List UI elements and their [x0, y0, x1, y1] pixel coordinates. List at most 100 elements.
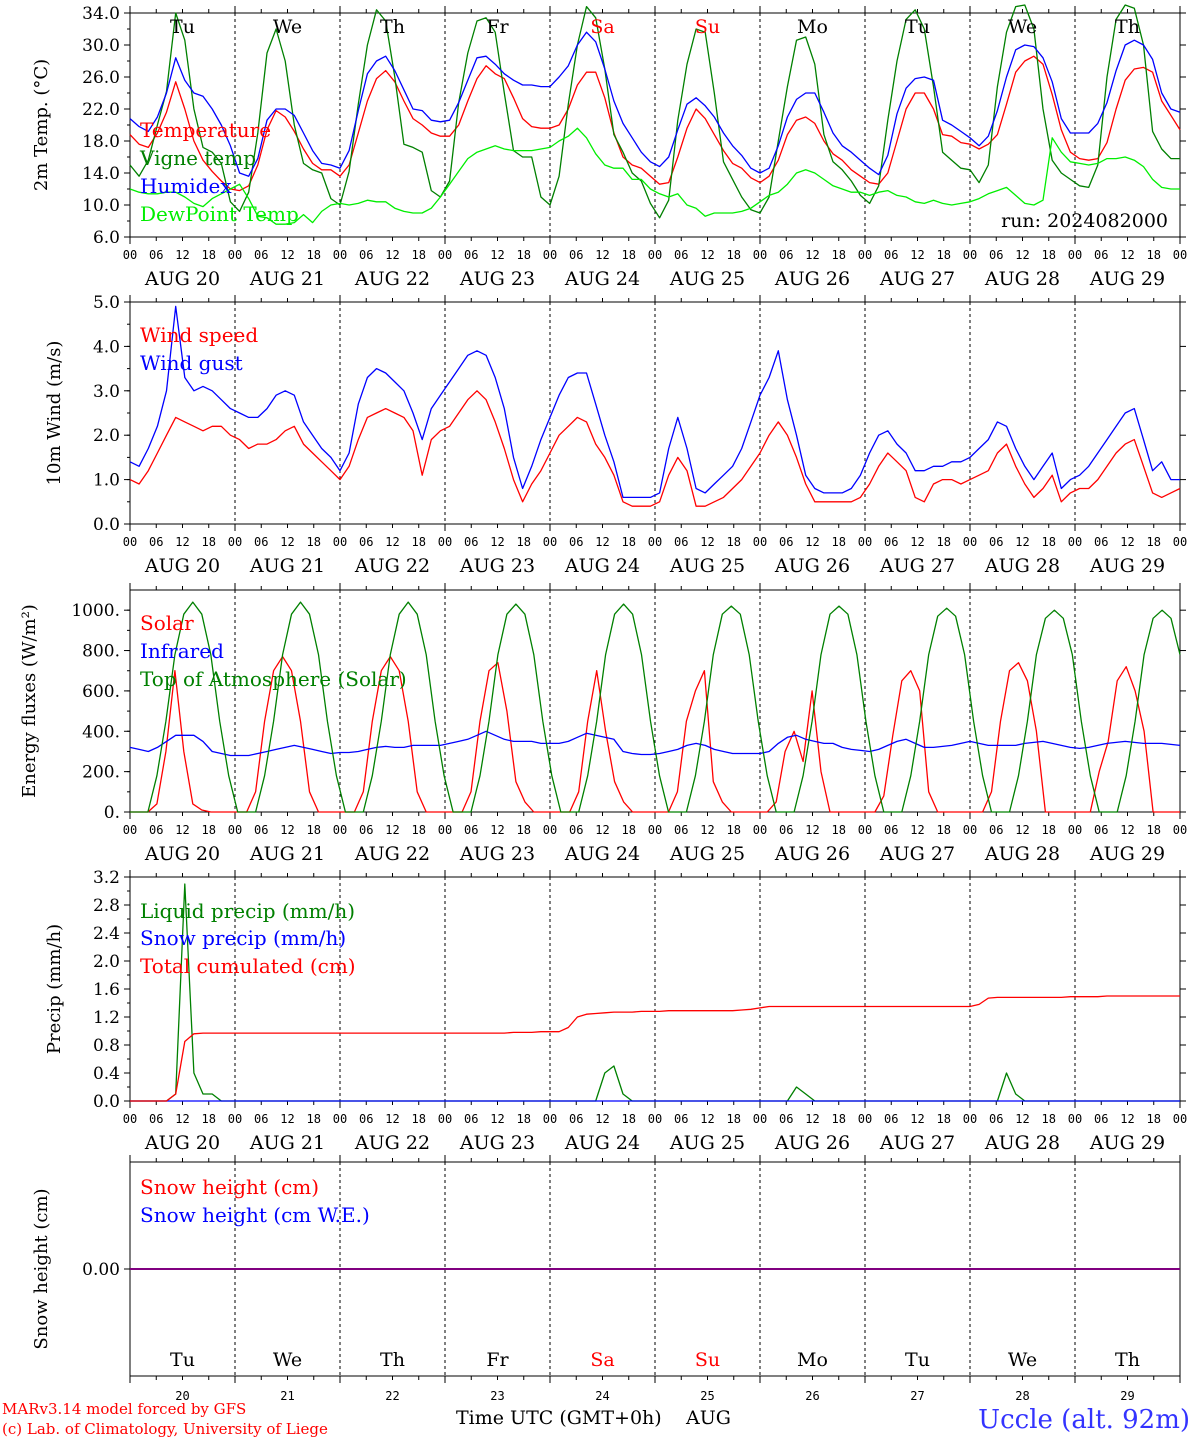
hour-tick-label: 18: [412, 1112, 426, 1126]
day-name-bottom: We: [273, 1349, 302, 1371]
series-line-solar: [130, 655, 1180, 813]
hour-tick-label: 12: [1120, 1112, 1134, 1126]
y-tick-label: 0.0: [93, 515, 120, 535]
hour-tick-label: 00: [858, 1112, 872, 1126]
y-tick-label: 34.0: [82, 4, 120, 24]
legend-entry: Wind gust: [140, 351, 243, 375]
snow-panel: 0.00 Snow height (cm) Snow height (cm) Snow…: [31, 1155, 1181, 1403]
hour-tick-label: 12: [385, 823, 399, 837]
hour-tick-label: 06: [674, 1112, 688, 1126]
y-tick-label: 2.0: [93, 952, 120, 972]
temp-panel: 6.0 10.0 14.0 18.0 22.0 26.0 30.0 34.0 2m Temp. …: [31, 4, 1187, 290]
hour-tick-label: 12: [490, 823, 504, 837]
hour-tick-label: 00: [228, 823, 242, 837]
series-line-humidex: [129, 31, 1181, 177]
date-label: AUG 23: [459, 268, 535, 290]
hour-tick-label: 06: [569, 535, 583, 549]
hour-tick-label: 12: [805, 535, 819, 549]
legend-entry: Temperature: [140, 118, 271, 142]
series-line-top-of-atmosphere-solar-: [130, 601, 1181, 813]
copyright-text: (c) Lab. of Climatology, University of L…: [2, 1420, 328, 1438]
hour-tick-label: 00: [648, 1112, 662, 1126]
hour-tick-label: 06: [989, 1112, 1003, 1126]
hour-tick-label: 00: [1173, 823, 1187, 837]
energy-panel: 0. 200. 400. 600. 800. 1000. Energy fluxes (W/…: [19, 583, 1187, 865]
series-line-dewpoint-temp: [129, 127, 1180, 225]
hour-tick-label: 00: [1173, 1112, 1187, 1126]
hour-tick-label: 06: [779, 248, 793, 262]
date-label: AUG 22: [354, 268, 430, 290]
series-line-temperature: [129, 55, 1181, 192]
hour-tick-label: 12: [1015, 1112, 1029, 1126]
y-tick-label: 1.6: [93, 980, 120, 1000]
date-label: AUG 23: [459, 555, 535, 577]
date-label: AUG 28: [984, 555, 1060, 577]
date-label: AUG 23: [459, 1132, 535, 1154]
day-name-top: Sa: [590, 16, 614, 38]
hour-tick-label: 18: [1147, 535, 1161, 549]
y-tick-label: 800.: [82, 642, 120, 662]
date-label: AUG 24: [564, 268, 640, 290]
hour-tick-label: 00: [648, 823, 662, 837]
hour-tick-label: 12: [280, 248, 294, 262]
hour-tick-label: 00: [543, 1112, 557, 1126]
date-label: AUG 25: [669, 268, 745, 290]
hour-tick-label: 12: [280, 535, 294, 549]
hour-tick-label: 18: [727, 1112, 741, 1126]
legend-entry: Wind speed: [140, 323, 258, 347]
hour-tick-label: 18: [622, 248, 636, 262]
legend-entry: Snow height (cm W.E.): [140, 1203, 370, 1227]
day-number-label: 22: [385, 1389, 399, 1403]
day-name-top: We: [273, 16, 302, 38]
hour-tick-label: 00: [543, 248, 557, 262]
date-label: AUG 25: [669, 555, 745, 577]
hour-tick-label: 12: [490, 248, 504, 262]
date-label: AUG 20: [144, 555, 220, 577]
day-name-top: Th: [380, 16, 405, 38]
y-tick-label: 26.0: [82, 68, 120, 88]
hour-tick-label: 00: [228, 1112, 242, 1126]
hour-tick-label: 18: [832, 535, 846, 549]
hour-tick-label: 06: [779, 535, 793, 549]
y-tick-label: 10.0: [82, 196, 120, 216]
hour-tick-label: 18: [517, 1112, 531, 1126]
date-label: AUG 21: [249, 843, 325, 865]
month-label: AUG: [685, 1407, 731, 1429]
hour-tick-label: 12: [1015, 248, 1029, 262]
y-tick-label: 1.2: [93, 1008, 120, 1028]
date-label: AUG 23: [459, 843, 535, 865]
date-label: AUG 24: [564, 555, 640, 577]
hour-tick-label: 00: [1173, 535, 1187, 549]
date-label: AUG 21: [249, 268, 325, 290]
hour-tick-label: 18: [1147, 823, 1161, 837]
hour-tick-label: 00: [333, 248, 347, 262]
date-label: AUG 25: [669, 1132, 745, 1154]
wind-panel: 0.0 1.0 2.0 3.0 4.0 5.0 10m Wind (m/s) Wind spe…: [44, 293, 1187, 577]
hour-tick-label: 06: [1094, 1112, 1108, 1126]
hour-tick-label: 00: [228, 248, 242, 262]
hour-tick-label: 06: [359, 1112, 373, 1126]
y-tick-label: 3.2: [93, 868, 120, 888]
hour-tick-label: 18: [832, 248, 846, 262]
hour-tick-label: 00: [648, 535, 662, 549]
legend-entry: Top of Atmosphere (Solar): [140, 667, 407, 691]
date-label: AUG 26: [774, 268, 850, 290]
hour-tick-label: 00: [753, 248, 767, 262]
hour-tick-label: 06: [569, 248, 583, 262]
hour-tick-label: 12: [385, 248, 399, 262]
hour-tick-label: 00: [648, 248, 662, 262]
legend-entry: Infrared: [140, 639, 224, 663]
hour-tick-label: 06: [674, 823, 688, 837]
date-label: AUG 27: [879, 555, 955, 577]
hour-tick-label: 18: [307, 535, 321, 549]
hour-tick-label: 12: [595, 535, 609, 549]
date-label: AUG 26: [774, 555, 850, 577]
hour-tick-label: 12: [595, 1112, 609, 1126]
hour-tick-label: 18: [1147, 248, 1161, 262]
day-name-top: We: [1008, 16, 1037, 38]
day-number-label: 20: [175, 1389, 189, 1403]
hour-tick-label: 06: [359, 535, 373, 549]
hour-tick-label: 06: [149, 1112, 163, 1126]
date-label: AUG 29: [1089, 555, 1165, 577]
hour-tick-label: 12: [385, 1112, 399, 1126]
